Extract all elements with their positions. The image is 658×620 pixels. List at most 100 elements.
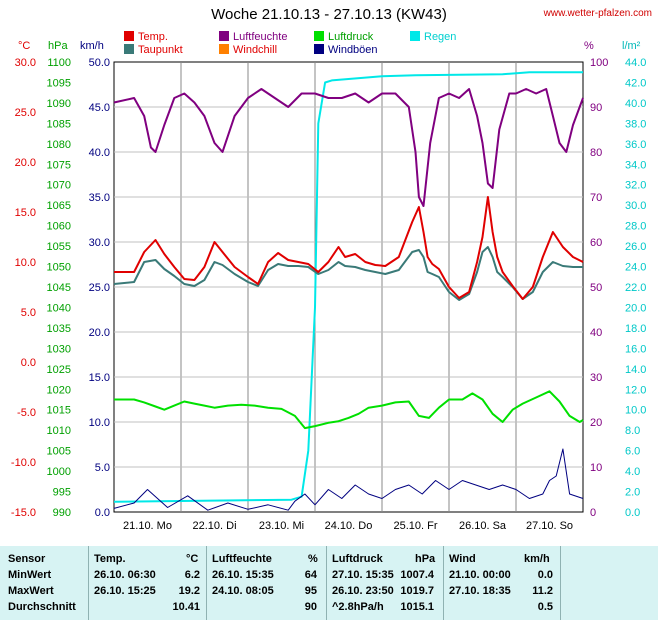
- row-humidity-time: 26.10. 15:35: [212, 569, 274, 581]
- pressure-tick-label: 1090: [47, 98, 71, 110]
- wind-tick-label: 20.0: [89, 327, 110, 339]
- col-divider: [443, 546, 444, 620]
- unit-temp: °C: [18, 40, 31, 52]
- x-tick-label: 22.10. Di: [192, 520, 236, 532]
- temp-tick-label: 0.0: [21, 357, 36, 369]
- wind-tick-label: 15.0: [89, 372, 110, 384]
- legend-pressure-label: Luftdruck: [328, 31, 374, 43]
- temp-tick-label: 5.0: [21, 307, 36, 319]
- wind-tick-label: 25.0: [89, 282, 110, 294]
- humidity-tick-label: 10: [590, 462, 602, 474]
- header-wind: Wind: [449, 553, 476, 565]
- rain-tick-label: 18.0: [625, 323, 646, 335]
- pressure-tick-label: 1055: [47, 241, 71, 253]
- rain-tick-label: 16.0: [625, 343, 646, 355]
- pressure-tick-label: 1015: [47, 405, 71, 417]
- legend-dewpoint: Taupunkt: [124, 44, 183, 56]
- rain-tick-label: 44.0: [625, 57, 646, 69]
- pressure-tick-label: 1060: [47, 221, 71, 233]
- header-wind-unit: km/h: [524, 553, 550, 565]
- wind-tick-label: 0.0: [95, 507, 110, 519]
- header-sensor: Sensor: [8, 553, 46, 565]
- rain-tick-label: 6.0: [625, 446, 640, 458]
- series-line-luftfeuchte: [113, 88, 584, 207]
- row-humidity-value: 95: [304, 585, 317, 597]
- wind-tick-label: 10.0: [89, 417, 110, 429]
- legend-humidity-swatch: [219, 31, 229, 41]
- stats-table: Sensor Temp. °C Luftfeuchte % Luftdruck …: [0, 546, 658, 620]
- rain-tick-label: 20.0: [625, 302, 646, 314]
- rain-tick-label: 36.0: [625, 139, 646, 151]
- legend-windchill: Windchill: [219, 44, 277, 56]
- row-temp-time: 26.10. 06:30: [94, 569, 156, 581]
- unit-wind: km/h: [80, 40, 104, 52]
- row-humidity-value: 64: [304, 569, 317, 581]
- rain-tick-label: 2.0: [625, 487, 640, 499]
- temp-tick-label: 10.0: [15, 257, 36, 269]
- x-tick-label: 24.10. Do: [325, 520, 373, 532]
- pressure-tick-label: 1075: [47, 159, 71, 171]
- x-tick-label: 21.10. Mo: [123, 520, 172, 532]
- rain-tick-label: 22.0: [625, 282, 646, 294]
- rain-tick-label: 32.0: [625, 180, 646, 192]
- col-divider: [206, 546, 207, 620]
- wind-tick-label: 5.0: [95, 462, 110, 474]
- row-temp-value: 6.2: [184, 569, 200, 581]
- rain-tick-label: 40.0: [625, 98, 646, 110]
- x-tick-label: 27.10. So: [526, 520, 573, 532]
- wind-tick-label: 30.0: [89, 237, 110, 249]
- temp-tick-label: 25.0: [15, 107, 36, 119]
- x-tick-label: 23.10. Mi: [259, 520, 304, 532]
- pressure-tick-label: 1050: [47, 262, 71, 274]
- x-tick-label: 26.10. Sa: [459, 520, 507, 532]
- pressure-tick-label: 1070: [47, 180, 71, 192]
- row-pressure-time: 27.10. 15:35: [332, 569, 394, 581]
- rain-tick-label: 26.0: [625, 241, 646, 253]
- pressure-tick-label: 995: [53, 487, 71, 499]
- pressure-tick-label: 1005: [47, 446, 71, 458]
- header-humidity-unit: %: [308, 553, 318, 565]
- humidity-tick-label: 70: [590, 192, 602, 204]
- pressure-tick-label: 1010: [47, 425, 71, 437]
- legend-dewpoint-swatch: [124, 44, 134, 54]
- legend-pressure-swatch: [314, 31, 324, 41]
- wind-tick-label: 40.0: [89, 147, 110, 159]
- humidity-tick-label: 80: [590, 147, 602, 159]
- x-tick-label: 25.10. Fr: [393, 520, 437, 532]
- row-pressure-trend: ^2.8hPa/h: [332, 601, 384, 613]
- row-label: MaxWert: [8, 585, 54, 597]
- rain-tick-label: 28.0: [625, 221, 646, 233]
- source-link[interactable]: www.wetter-pfalzen.com: [543, 8, 652, 19]
- row-temp-value: 19.2: [178, 585, 200, 597]
- temp-tick-label: -10.0: [11, 457, 36, 469]
- humidity-tick-label: 30: [590, 372, 602, 384]
- row-pressure-time: 26.10. 23:50: [332, 585, 394, 597]
- pressure-tick-label: 1085: [47, 118, 71, 130]
- unit-rain: l/m²: [622, 40, 641, 52]
- legend-rain: Regen: [410, 31, 456, 43]
- pressure-tick-label: 1045: [47, 282, 71, 294]
- legend-windchill-label: Windchill: [233, 44, 278, 56]
- row-humidity-value: 90: [304, 601, 317, 613]
- pressure-tick-label: 1020: [47, 384, 71, 396]
- pressure-tick-label: 1065: [47, 200, 71, 212]
- legend-windchill-swatch: [219, 44, 229, 54]
- rain-tick-label: 8.0: [625, 425, 640, 437]
- series-line-temp: [114, 196, 584, 300]
- legend-humidity: Luftfeuchte: [219, 31, 287, 43]
- temp-tick-label: 20.0: [15, 157, 36, 169]
- header-pressure: Luftdruck: [332, 553, 383, 565]
- row-label: Durchschnitt: [8, 601, 76, 613]
- legend-pressure: Luftdruck: [314, 31, 373, 43]
- pressure-tick-label: 1000: [47, 466, 71, 478]
- row-label: MinWert: [8, 569, 52, 581]
- rain-tick-label: 14.0: [625, 364, 646, 376]
- col-divider: [326, 546, 327, 620]
- temp-tick-label: -15.0: [11, 507, 36, 519]
- temp-tick-label: -5.0: [17, 407, 36, 419]
- legend-gusts-label: Windböen: [328, 44, 378, 56]
- legend-gusts-swatch: [314, 44, 324, 54]
- header-temp: Temp.: [94, 553, 126, 565]
- wind-tick-label: 35.0: [89, 192, 110, 204]
- wind-tick-label: 50.0: [89, 57, 110, 69]
